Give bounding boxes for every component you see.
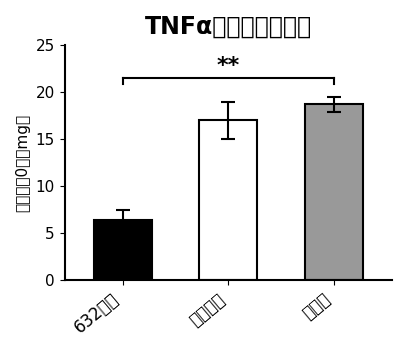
- Text: **: **: [217, 56, 240, 76]
- Bar: [199, 120, 257, 280]
- Title: TNFα拮抗肽抑制炎症: TNFα拮抗肽抑制炎症: [145, 15, 312, 39]
- Bar: [305, 104, 363, 280]
- Y-axis label: 鼠耳肿耀0度（mg）: 鼠耳肿耀0度（mg）: [15, 114, 30, 212]
- Bar: [94, 220, 152, 280]
